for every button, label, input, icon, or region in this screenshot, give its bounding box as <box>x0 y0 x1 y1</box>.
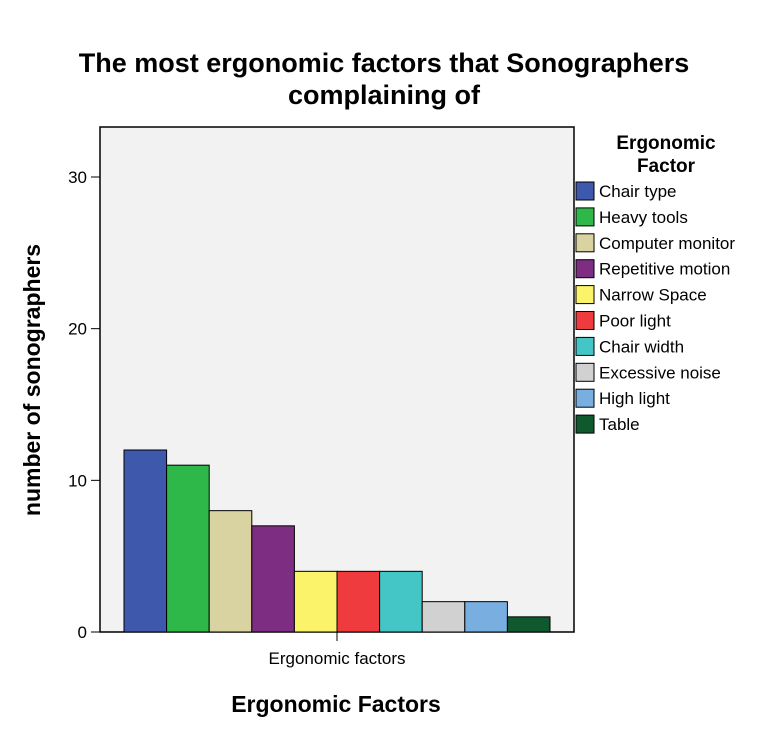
y-tick-label: 20 <box>68 320 87 339</box>
y-axis-title: number of sonographers <box>19 244 45 516</box>
bar-excessive-noise <box>421 601 466 633</box>
legend-label: Chair type <box>599 182 676 201</box>
legend-label: Excessive noise <box>599 363 721 382</box>
legend-swatch <box>575 311 595 330</box>
x-category-label: Ergonomic factors <box>269 649 406 668</box>
bar-repetitive-motion <box>251 525 295 633</box>
bars <box>123 449 551 633</box>
bar-narrow-space <box>293 570 338 633</box>
legend-title-line-2: Factor <box>637 156 696 177</box>
legend-label: Narrow Space <box>599 286 707 305</box>
legend: Chair type Heavy tools Computer monitor Rep… <box>575 181 735 434</box>
legend-title-line-1: Ergonomic <box>616 133 716 154</box>
legend-swatch <box>575 207 595 227</box>
y-tick-label: 0 <box>78 623 87 642</box>
legend-label: Table <box>599 415 640 434</box>
legend-swatch <box>575 414 595 434</box>
legend-swatch <box>575 362 595 382</box>
legend-swatch <box>575 285 595 305</box>
x-axis-title: Ergonomic Factors <box>231 691 441 717</box>
bar-high-light <box>464 601 508 633</box>
bar-table <box>506 616 551 633</box>
legend-label: Chair width <box>599 337 684 356</box>
legend-swatch <box>575 233 595 253</box>
legend-swatch <box>575 181 595 201</box>
legend-swatch <box>575 259 595 279</box>
bar-chair-type <box>123 449 168 633</box>
legend-swatch <box>575 388 595 408</box>
bar-chair-width <box>379 570 423 633</box>
chart-title-line-1: The most ergonomic factors that Sonograp… <box>79 48 690 78</box>
y-tick-label: 10 <box>68 471 87 490</box>
chart-title-line-2: complaining of <box>288 80 481 110</box>
bar-heavy-tools <box>166 464 210 633</box>
y-axis-ticks: 0 10 20 30 <box>68 168 100 642</box>
legend-swatch <box>575 336 595 356</box>
legend-label: High light <box>599 389 670 408</box>
legend-label: Heavy tools <box>599 208 688 227</box>
y-tick-label: 30 <box>68 168 87 187</box>
legend-label: Computer monitor <box>599 234 735 253</box>
legend-label: Repetitive motion <box>599 260 730 279</box>
bar-computer-monitor <box>208 510 253 633</box>
bar-poor-light <box>336 570 381 633</box>
legend-label: Poor light <box>599 312 671 331</box>
